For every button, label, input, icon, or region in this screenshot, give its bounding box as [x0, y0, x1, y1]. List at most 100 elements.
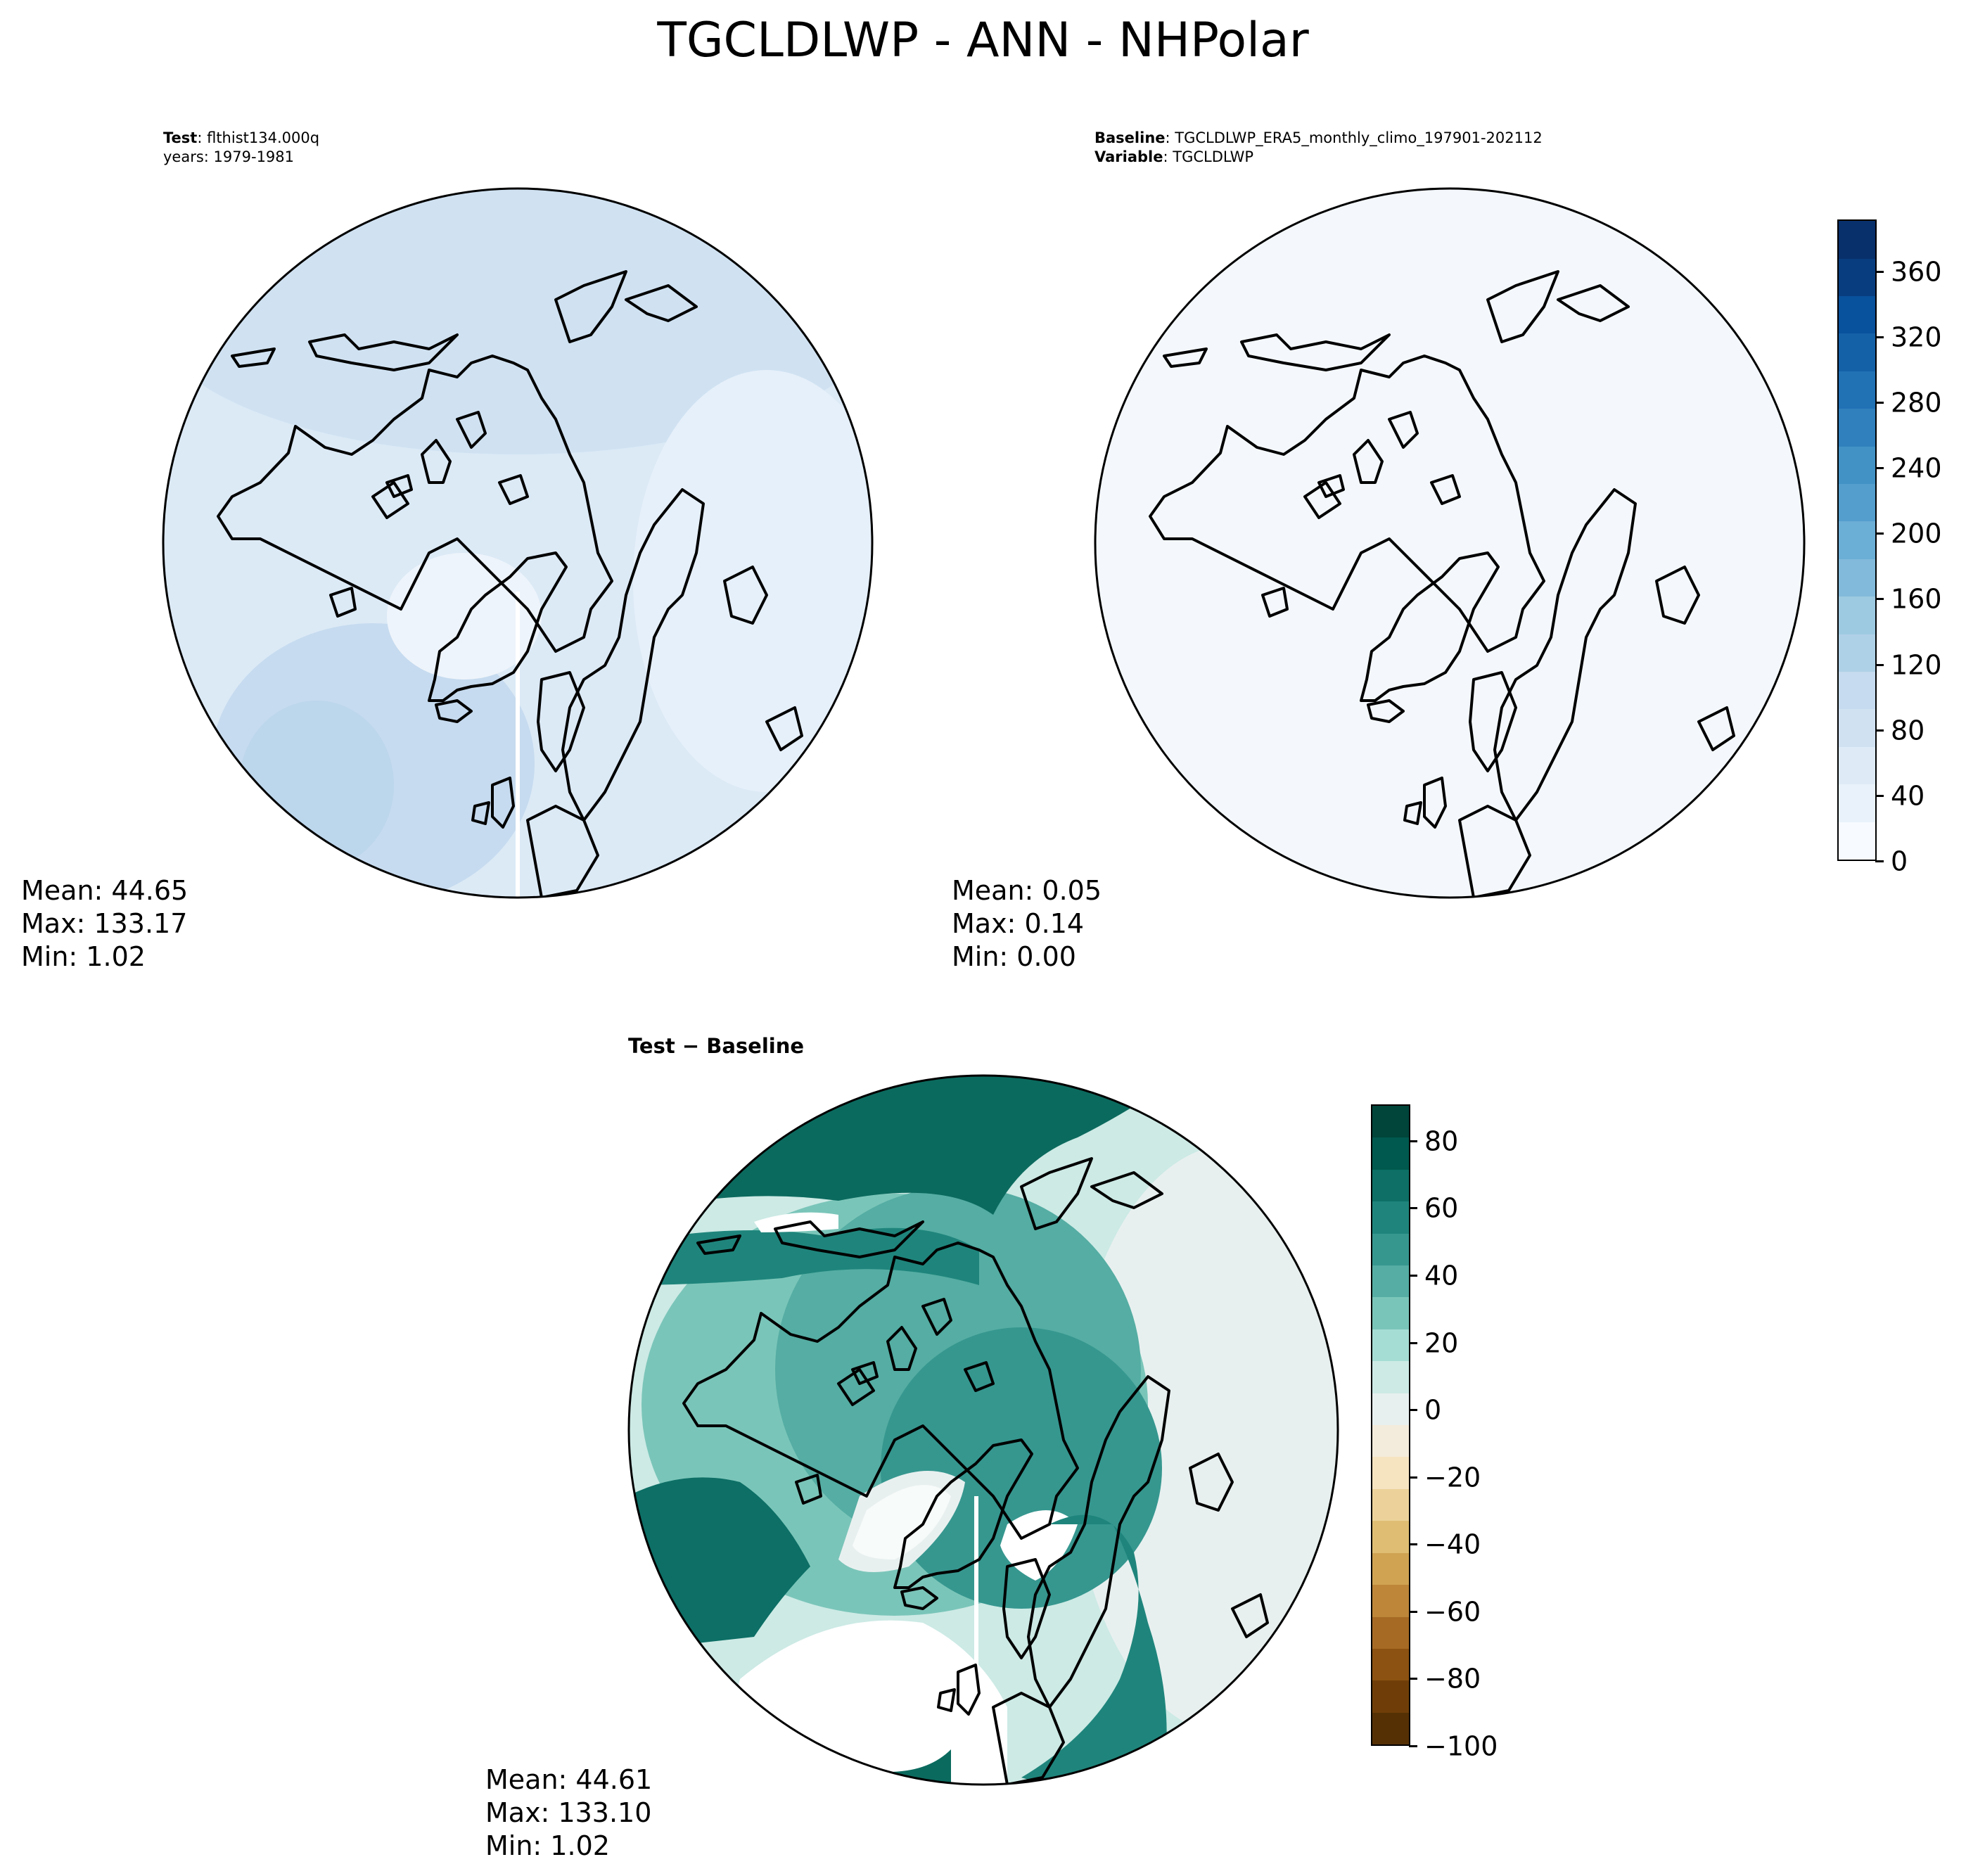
tick-mark: [1409, 1409, 1417, 1412]
colorbar-diff-tick: −20: [1409, 1460, 1481, 1493]
figure-title: TGCLDLWP - ANN - NHPolar: [657, 13, 1309, 68]
tick-mark: [1875, 860, 1884, 862]
colorbar-main-tick: 0: [1875, 844, 1908, 877]
test-map: [162, 187, 874, 899]
colorbar-segment: [1372, 1361, 1409, 1393]
colorbar-segment: [1372, 1106, 1409, 1138]
colorbar-segment: [1839, 446, 1875, 484]
colorbar-diff-tick: 80: [1409, 1124, 1459, 1157]
tick-mark: [1875, 532, 1884, 535]
colorbar-main-tick: 160: [1875, 582, 1942, 615]
tick-mark: [1875, 794, 1884, 797]
tick-mark: [1875, 598, 1884, 601]
colorbar-main-tick: 80: [1875, 713, 1925, 746]
variable-label: Variable: [1094, 148, 1163, 165]
colorbar-diff-tick: −100: [1409, 1729, 1498, 1762]
tick-label: 80: [1424, 1125, 1459, 1157]
test-mean: Mean: 44.65: [21, 875, 189, 906]
colorbar-segment: [1372, 1457, 1409, 1489]
colorbar-segment: [1372, 1393, 1409, 1426]
tick-label: −40: [1424, 1529, 1481, 1560]
colorbar-main-ticks: 0 40 80 120 160 200 240 280 320 360: [1875, 219, 1960, 877]
baseline-min: Min: 0.00: [952, 941, 1076, 972]
test-max: Max: 133.17: [21, 908, 188, 939]
colorbar-main: [1837, 219, 1877, 861]
variable-name: TGCLDLWP: [1173, 148, 1254, 165]
tick-label: −20: [1424, 1462, 1481, 1493]
diff-panel-title: Test − Baseline: [628, 1034, 805, 1058]
baseline-panel-header: Baseline: TGCLDLWP_ERA5_monthly_climo_19…: [1094, 129, 1543, 165]
colorbar-segment: [1372, 1712, 1409, 1745]
colorbar-segment: [1839, 822, 1875, 860]
tick-mark: [1409, 1678, 1417, 1680]
tick-mark: [1875, 729, 1884, 732]
colorbar-segment: [1372, 1680, 1409, 1713]
tick-label: 360: [1891, 256, 1942, 288]
colorbar-segment: [1372, 1425, 1409, 1457]
colorbar-segment: [1839, 784, 1875, 822]
colorbar-segment: [1372, 1169, 1409, 1202]
tick-label: 0: [1891, 846, 1908, 877]
tick-label: −100: [1424, 1730, 1498, 1762]
colorbar-diff-tick: 40: [1409, 1258, 1459, 1291]
colorbar-main-tick: 200: [1875, 516, 1942, 549]
tick-label: 0: [1424, 1394, 1442, 1426]
colorbar-segment: [1372, 1648, 1409, 1681]
colorbar-segment: [1839, 521, 1875, 559]
baseline-mean: Mean: 0.05: [952, 875, 1102, 906]
tick-label: 80: [1891, 715, 1925, 746]
colorbar-segment: [1372, 1488, 1409, 1521]
colorbar-diff-tick: −40: [1409, 1527, 1481, 1560]
colorbar-segment: [1839, 634, 1875, 672]
colorbar-diff-tick: 60: [1409, 1191, 1458, 1224]
colorbar-diff-tick: −60: [1409, 1595, 1481, 1628]
test-panel-header: Test: flthist134.000q years: 1979-1981: [163, 129, 320, 165]
tick-label: 160: [1891, 583, 1942, 615]
tick-label: 320: [1891, 321, 1942, 353]
tick-mark: [1875, 467, 1884, 470]
colorbar-segment: [1839, 221, 1875, 259]
tick-mark: [1409, 1140, 1417, 1142]
colorbar-segment: [1372, 1329, 1409, 1362]
colorbar-segment: [1372, 1201, 1409, 1234]
colorbar-segment: [1839, 483, 1875, 522]
colorbar-segment: [1372, 1297, 1409, 1329]
diff-min: Min: 1.02: [485, 1830, 610, 1861]
colorbar-segment: [1372, 1233, 1409, 1266]
tick-mark: [1875, 270, 1884, 273]
difference-map: [627, 1074, 1339, 1786]
colorbar-diff: [1371, 1104, 1410, 1746]
baseline-max: Max: 0.14: [952, 908, 1085, 939]
tick-mark: [1409, 1476, 1417, 1479]
tick-label: 200: [1891, 518, 1942, 549]
tick-label: 280: [1891, 387, 1942, 419]
colorbar-segment: [1839, 295, 1875, 334]
test-min: Min: 1.02: [21, 941, 146, 972]
test-case-name: flthist134.000q: [207, 129, 320, 146]
colorbar-diff-tick: 0: [1409, 1393, 1442, 1426]
tick-label: −60: [1424, 1596, 1481, 1628]
colorbar-main-tick: 360: [1875, 255, 1942, 288]
colorbar-main-tick: 320: [1875, 320, 1942, 353]
tick-mark: [1875, 402, 1884, 404]
tick-mark: [1409, 1207, 1417, 1210]
tick-label: 40: [1891, 780, 1925, 812]
baseline-case-name: TGCLDLWP_ERA5_monthly_climo_197901-20211…: [1175, 129, 1543, 146]
tick-label: 240: [1891, 452, 1942, 484]
colorbar-segment: [1839, 333, 1875, 371]
colorbar-segment: [1839, 671, 1875, 710]
diff-max: Max: 133.10: [485, 1797, 652, 1828]
colorbar-diff-tick: −80: [1409, 1661, 1481, 1695]
colorbar-segment: [1839, 596, 1875, 634]
tick-label: 40: [1424, 1260, 1459, 1291]
diff-mean: Mean: 44.61: [485, 1764, 653, 1795]
colorbar-main-tick: 280: [1875, 385, 1942, 419]
colorbar-segment: [1372, 1585, 1409, 1617]
tick-mark: [1409, 1543, 1417, 1546]
baseline-map: [1094, 187, 1806, 899]
tick-mark: [1409, 1341, 1417, 1344]
colorbar-segment: [1839, 258, 1875, 296]
tick-label: 120: [1891, 649, 1942, 681]
test-stats: Mean: 44.65 Max: 133.17 Min: 1.02: [21, 874, 188, 974]
tick-mark: [1875, 336, 1884, 338]
